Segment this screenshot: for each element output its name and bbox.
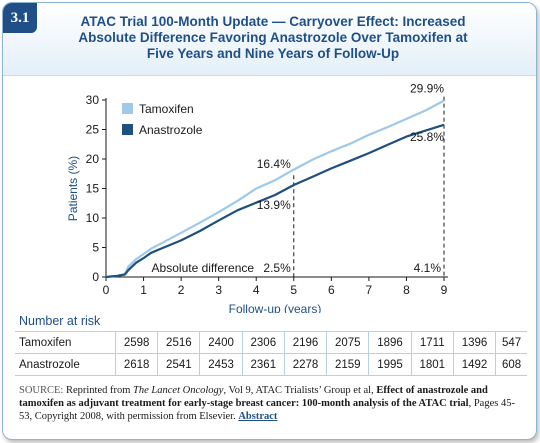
source-label: SOURCE: — [19, 385, 64, 396]
risk-cell: 2159 — [326, 353, 369, 376]
x-axis-title: Follow-up (years) — [229, 302, 322, 313]
risk-cell: 2196 — [283, 331, 327, 354]
risk-table: Tamoxifen 2598 2516 2400 2306 2196 2075 1896 171… — [15, 331, 527, 376]
annotation-anastrozole-5y: 13.9% — [257, 198, 291, 212]
risk-table-heading: Number at risk — [19, 314, 101, 328]
risk-cell: 2361 — [241, 353, 285, 376]
source-text: , Vol 9, ATAC Trialists’ Group et al, — [223, 385, 377, 396]
x-tick-label: 7 — [366, 283, 373, 297]
title-line: Five Years and Nine Years of Follow-Up — [146, 46, 400, 61]
risk-cell: 1711 — [410, 331, 454, 354]
legend-swatch-tamoxifen — [122, 103, 133, 114]
x-tick-label: 3 — [215, 283, 222, 297]
series-line-tamoxifen — [105, 99, 445, 279]
risk-cell: 547 — [495, 331, 527, 354]
risk-cell: 2400 — [199, 331, 243, 354]
y-tick-label: 15 — [86, 182, 100, 196]
x-tick-label: 1 — [140, 283, 147, 297]
y-tick-label: 20 — [86, 152, 100, 166]
abstract-link[interactable]: Abstract — [238, 411, 278, 422]
x-tick-label: 8 — [403, 283, 410, 297]
legend-label-anastrozole: Anastrozole — [139, 123, 203, 137]
x-tick-label: 2 — [178, 283, 185, 297]
figure-card: 3.1 ATAC Trial 100-Month Update — Carryo… — [2, 2, 537, 440]
x-tick-label: 0 — [103, 283, 110, 297]
annotation-difference-9y: 4.1% — [414, 261, 442, 275]
y-tick-label: 25 — [86, 123, 100, 137]
risk-cell: 1995 — [368, 353, 412, 376]
source-text: Reprinted from — [63, 385, 134, 396]
figure-badge: 3.1 — [3, 3, 37, 33]
x-tick-label: 4 — [253, 283, 260, 297]
x-tick-label: 6 — [328, 283, 335, 297]
annotation-tamoxifen-9y: 29.9% — [410, 82, 444, 96]
risk-cell: 1896 — [368, 331, 412, 354]
risk-row-label: Tamoxifen — [15, 331, 116, 354]
y-tick-label: 30 — [86, 93, 100, 107]
title-line: ATAC Trial 100-Month Update — Carryover … — [80, 14, 466, 29]
risk-cell: 2075 — [326, 331, 369, 354]
risk-cell: 2541 — [157, 353, 200, 376]
risk-cell: 2618 — [114, 353, 158, 376]
source-text: , Pages 45-53, Copyright 2008, with perm… — [19, 398, 515, 422]
y-tick-label: 10 — [86, 211, 100, 225]
x-tick-label: 5 — [290, 283, 297, 297]
risk-cell: 1396 — [452, 331, 496, 354]
y-axis-title: Patients (%) — [66, 156, 80, 221]
risk-table-row: Tamoxifen 2598 2516 2400 2306 2196 2075 1896 171… — [15, 331, 527, 354]
line-chart: 0 5 10 15 20 25 30 0 1 2 3 4 5 6 7 8 9 Follow-up (years) P… — [66, 82, 448, 313]
title-line: Absolute Difference Favoring Anastrozole… — [78, 30, 468, 45]
figure-header: 3.1 ATAC Trial 100-Month Update — Carryo… — [3, 3, 536, 76]
risk-cell: 1801 — [410, 353, 454, 376]
source-citation: SOURCE: Reprinted from The Lancet Oncolo… — [19, 384, 524, 423]
y-tick-label: 5 — [92, 241, 99, 255]
risk-table-row: Anastrozole 2618 2541 2453 2361 2278 2159 1995 1… — [15, 353, 527, 376]
risk-row-label: Anastrozole — [15, 353, 116, 376]
risk-cell: 2306 — [241, 331, 285, 354]
risk-cell: 2278 — [283, 353, 327, 376]
source-journal: The Lancet Oncology — [133, 385, 224, 396]
legend-label-tamoxifen: Tamoxifen — [139, 102, 194, 116]
absolute-difference-label: Absolute difference — [152, 261, 255, 275]
risk-cell: 608 — [495, 353, 527, 376]
series-line-anastrozole — [105, 123, 445, 279]
y-tick-label: 0 — [92, 270, 99, 284]
annotation-anastrozole-9y: 25.8% — [410, 130, 444, 144]
x-tick-label: 9 — [441, 283, 448, 297]
risk-cell: 1492 — [452, 353, 496, 376]
legend-swatch-anastrozole — [122, 124, 133, 135]
risk-cell: 2453 — [199, 353, 243, 376]
risk-cell: 2598 — [114, 331, 158, 354]
annotation-difference-5y: 2.5% — [263, 261, 291, 275]
source-article-title: Effect of anastrozole and tamoxifen as a… — [19, 385, 488, 409]
figure-title: ATAC Trial 100-Month Update — Carryover … — [43, 14, 503, 62]
risk-cell: 2516 — [157, 331, 200, 354]
annotation-tamoxifen-5y: 16.4% — [257, 157, 291, 171]
